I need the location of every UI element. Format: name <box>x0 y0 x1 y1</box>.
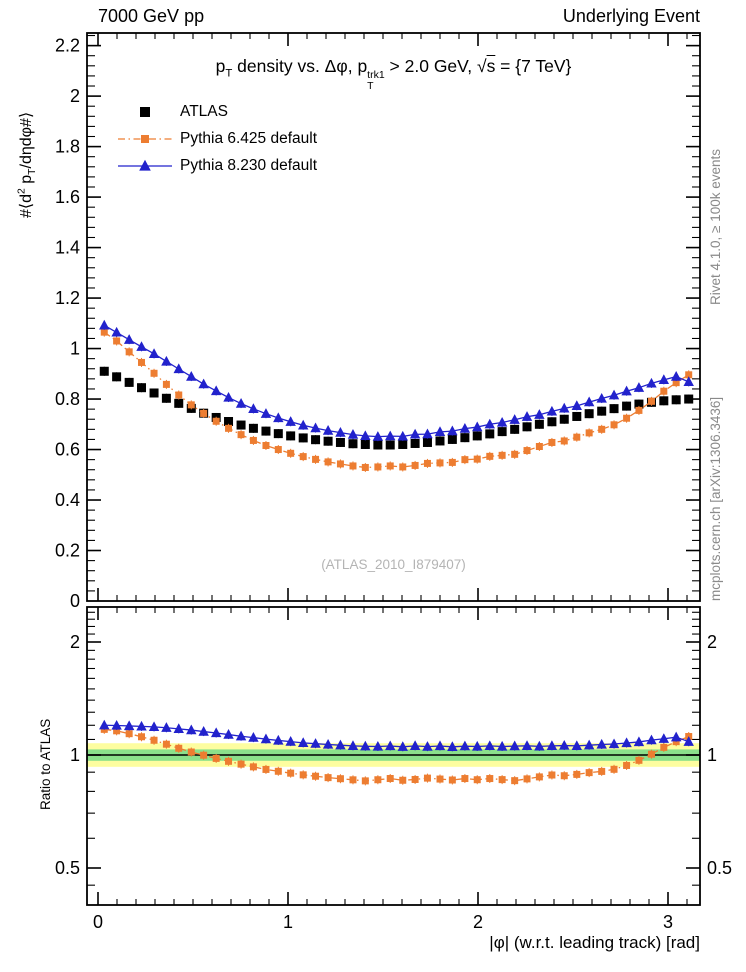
tick-label: 1 <box>283 912 293 932</box>
x-axis-label: |φ| (w.r.t. leading track) [rad] <box>489 933 700 952</box>
series-pythia-6-425-default <box>100 327 693 472</box>
legend-item: ATLAS <box>118 101 317 123</box>
tick-label: 1.6 <box>55 187 80 207</box>
tick-label: 2 <box>707 632 717 652</box>
beam-label: 7000 GeV pp <box>98 6 205 26</box>
legend-label: ATLAS <box>180 103 228 120</box>
tick-label: 0.5 <box>55 858 80 878</box>
series-pythia-8-230-default-ratio <box>99 719 694 752</box>
y-axis-label: #⟨d2 pT/dηdφ#⟩ <box>16 111 39 218</box>
legend-marker-triangle-icon <box>118 159 172 171</box>
tick-label: 1 <box>707 745 717 765</box>
tick-label: 1 <box>70 339 80 359</box>
legend-label: Pythia 8.230 default <box>180 157 318 174</box>
panel-frames <box>86 32 701 906</box>
legend-marker-square-icon <box>118 135 172 143</box>
tick-label: 0 <box>70 591 80 611</box>
tick-label: 2 <box>70 632 80 652</box>
legend-item: Pythia 8.230 default <box>118 155 317 177</box>
legend-label: Pythia 6.425 default <box>180 130 318 147</box>
axis-ticks <box>87 33 700 905</box>
tick-label: 0.6 <box>55 440 80 460</box>
tick-label: 0.2 <box>55 541 80 561</box>
tick-label: 1.8 <box>55 137 80 157</box>
analysis-id-watermark: (ATLAS_2010_I879407) <box>321 557 466 572</box>
tick-label: 1.4 <box>55 238 80 258</box>
axis-tick-labels: 0 1 2 3 0.2 0.4 0.6 0.8 1 1.2 1.4 1.6 1.8 2 2.2 0 0.5 0.5… <box>55 36 732 932</box>
legend-marker-square-icon <box>140 107 150 117</box>
tick-label: 0.5 <box>707 858 732 878</box>
tick-label: 2 <box>70 86 80 106</box>
tick-label: 2.2 <box>55 36 80 56</box>
rivet-version-caption: Rivet 4.1.0, ≥ 100k events <box>708 149 723 305</box>
tick-label: 0 <box>93 912 103 932</box>
tick-label: 0.8 <box>55 389 80 409</box>
analysis-group-label: Underlying Event <box>562 6 700 26</box>
legend: ATLAS Pythia 6.425 default Pythia 8.230 de… <box>118 101 317 177</box>
series-pythia-6-425-default-ratio <box>100 724 693 786</box>
tick-label: 0.4 <box>55 490 80 510</box>
tick-label: 3 <box>663 912 673 932</box>
tick-label: 1 <box>70 745 80 765</box>
legend-item: Pythia 6.425 default <box>118 128 317 150</box>
mcplots-arxiv-caption: mcplots.cern.ch [arXiv:1306.3436] <box>708 396 723 601</box>
plot-title: pT density vs. Δφ, p trk1 T > 2.0 GeV, √s … <box>215 56 572 92</box>
ratio-axis-label: Ratio to ATLAS <box>38 718 53 810</box>
tick-label: 1.2 <box>55 288 80 308</box>
tick-label: 2 <box>473 912 483 932</box>
series-pythia-8-230-default <box>99 319 694 442</box>
